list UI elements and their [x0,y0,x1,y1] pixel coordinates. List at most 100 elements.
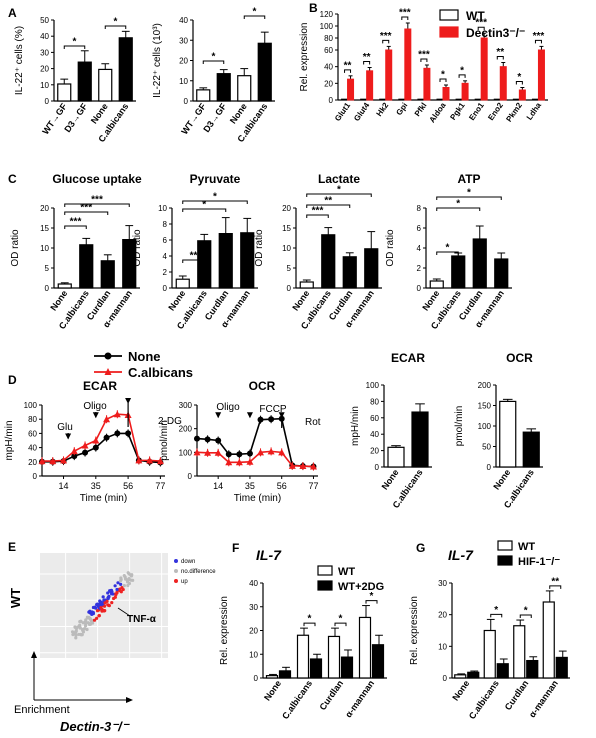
y-tick-label: 2 [417,264,422,273]
significance-label: * [517,72,521,83]
y-tick-label: 15 [40,224,49,233]
x-tick-label: Hk2 [375,101,391,119]
x-axis-label: Dectin-3⁻/⁻ [60,719,131,734]
significance-bracket [534,39,542,44]
significance-label: * [494,605,498,616]
data-point [204,449,212,456]
significance-label: ** [363,52,371,63]
panel-D2: 0 100 200 300 14 35 56 77 Time (min) pmol/min OCR O… [159,379,321,504]
arrow-head [92,412,99,419]
data-point [146,456,154,464]
bar [512,98,520,101]
bar [493,98,501,101]
y-tick-label: 8 [417,204,422,213]
data-point [90,611,94,616]
significance-label: *** [475,18,487,29]
arrow-head [125,398,132,404]
bar [474,98,482,101]
data-point [88,617,93,621]
annotation-label: Rot [305,417,321,428]
y-tick-label: 0 [375,463,380,472]
significance-bracket [458,74,466,78]
bar [371,644,385,679]
significance-bracket [303,622,316,627]
significance-label: * [114,17,118,28]
legend-label: WT+2DG [338,581,384,593]
y-axis-label: pmol/min [454,406,465,447]
bar [454,674,467,679]
y-tick-label: 10 [249,650,258,659]
data-point [122,573,126,578]
data-point [119,582,123,586]
significance-label: * [253,7,257,18]
data-point [49,457,57,465]
data-point [122,584,126,588]
y-tick-label: 30 [179,36,188,45]
arrow-head [65,433,72,440]
significance-bracket [436,207,481,211]
legend-label: C.albicans [128,365,193,380]
y-tick-label: 20 [40,204,49,213]
bar [379,98,387,101]
x-tick-label: α-mannan [527,678,560,719]
y-tick-label: 0 [45,97,50,106]
chart-title: Lactate [318,172,360,186]
bar [499,400,517,468]
data-point [204,436,211,443]
x-tick-label: 14 [59,481,69,491]
bar [455,98,463,101]
chart-title: IL-7 [256,547,282,563]
significance-label: *** [533,31,545,42]
bar [122,239,137,289]
bar [526,659,539,679]
y-tick-label: 5 [45,264,50,273]
legend-label: Dectin3⁻/⁻ [466,26,525,40]
y-tick-label: 4 [417,244,422,253]
significance-label: * [213,192,217,203]
x-tick-label: None [290,288,311,312]
bar [417,98,425,101]
y-tick-label: 200 [179,425,193,434]
series-line [196,450,314,468]
x-tick-label: Pfkl [413,101,429,118]
significance-label: ** [190,251,198,262]
y-tick-label: 120 [320,10,334,19]
data-point [194,435,200,442]
legend-marker [104,368,112,375]
bar [327,635,341,679]
data-point [84,618,88,622]
bar [257,42,272,102]
bar [296,634,310,679]
bar [278,670,292,679]
y-tick-label: 200 [478,381,492,390]
bar [436,98,444,101]
significance-bracket [63,45,86,49]
y-axis-label: IL-22⁺ cells (10³) [152,23,163,98]
bar [442,87,450,101]
significance-label: ** [496,47,504,58]
panel-letter: F [232,541,239,555]
y-tick-label: 60 [28,429,37,438]
bar [299,281,314,289]
bar [265,675,279,679]
y-tick-label: 20 [370,447,379,456]
data-point [38,457,46,465]
series-line [196,417,314,468]
bar [240,232,255,289]
data-point [74,636,78,640]
x-tick-label: 35 [245,481,255,491]
legend-label: HIF-1⁻/⁻ [518,556,560,568]
legend-label: no.difference [181,569,216,575]
y-tick-label: 6 [163,236,168,245]
y-tick-label: 40 [40,32,49,41]
significance-bracket [363,61,371,65]
legend-swatch [497,540,513,551]
significance-bracket [365,600,378,604]
bar [404,28,412,101]
panel-C4: 02468NoneC.albicansCurdlanα-mannanATPOD … [385,172,512,331]
y-tick-label: 20 [249,627,258,636]
significance-label: * [524,606,528,617]
y-tick-label: 300 [179,401,193,410]
bar [542,601,555,679]
